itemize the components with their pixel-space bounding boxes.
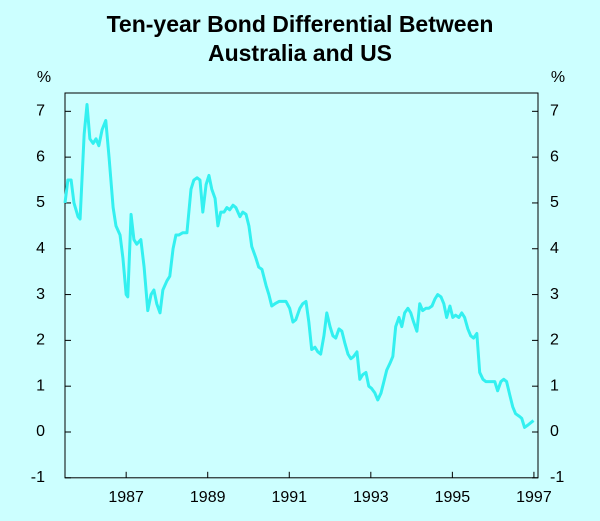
plot-frame xyxy=(64,92,539,479)
y2-tick-label: 5 xyxy=(550,194,559,211)
y2-tick-label: 1 xyxy=(550,377,559,394)
y-tick-label: 7 xyxy=(36,103,45,120)
x-tick-label: 1993 xyxy=(353,489,389,506)
x-tick-label: 1997 xyxy=(516,489,552,506)
y-tick-label: 6 xyxy=(36,148,45,165)
y-tick-label: 2 xyxy=(36,332,45,349)
chart-title: Australia and US xyxy=(208,40,392,66)
y-tick-label: 4 xyxy=(36,240,45,257)
y2-tick-label: 4 xyxy=(550,240,559,257)
x-tick-label: 1989 xyxy=(190,489,226,506)
x-tick-label: 1991 xyxy=(271,489,307,506)
y2-tick-label: 0 xyxy=(550,423,559,440)
y-tick-label: 1 xyxy=(36,377,45,394)
y-tick-label: -1 xyxy=(31,469,45,486)
y-tick-label: 5 xyxy=(36,194,45,211)
x-tick-label: 1987 xyxy=(108,489,144,506)
y-tick-label: 3 xyxy=(36,286,45,303)
y2-tick-label: 3 xyxy=(550,286,559,303)
y-axis-label: % xyxy=(37,69,51,86)
y2-tick-label: 2 xyxy=(550,332,559,349)
data-line xyxy=(63,102,535,429)
x-tick-label: 1995 xyxy=(435,489,471,506)
y2-tick-label: -1 xyxy=(550,469,564,486)
chart-title: Ten-year Bond Differential Between xyxy=(107,11,494,37)
y2-tick-label: 6 xyxy=(550,148,559,165)
y-tick-label: 0 xyxy=(36,423,45,440)
y2-axis-label: % xyxy=(551,69,565,86)
y2-tick-label: 7 xyxy=(550,103,559,120)
